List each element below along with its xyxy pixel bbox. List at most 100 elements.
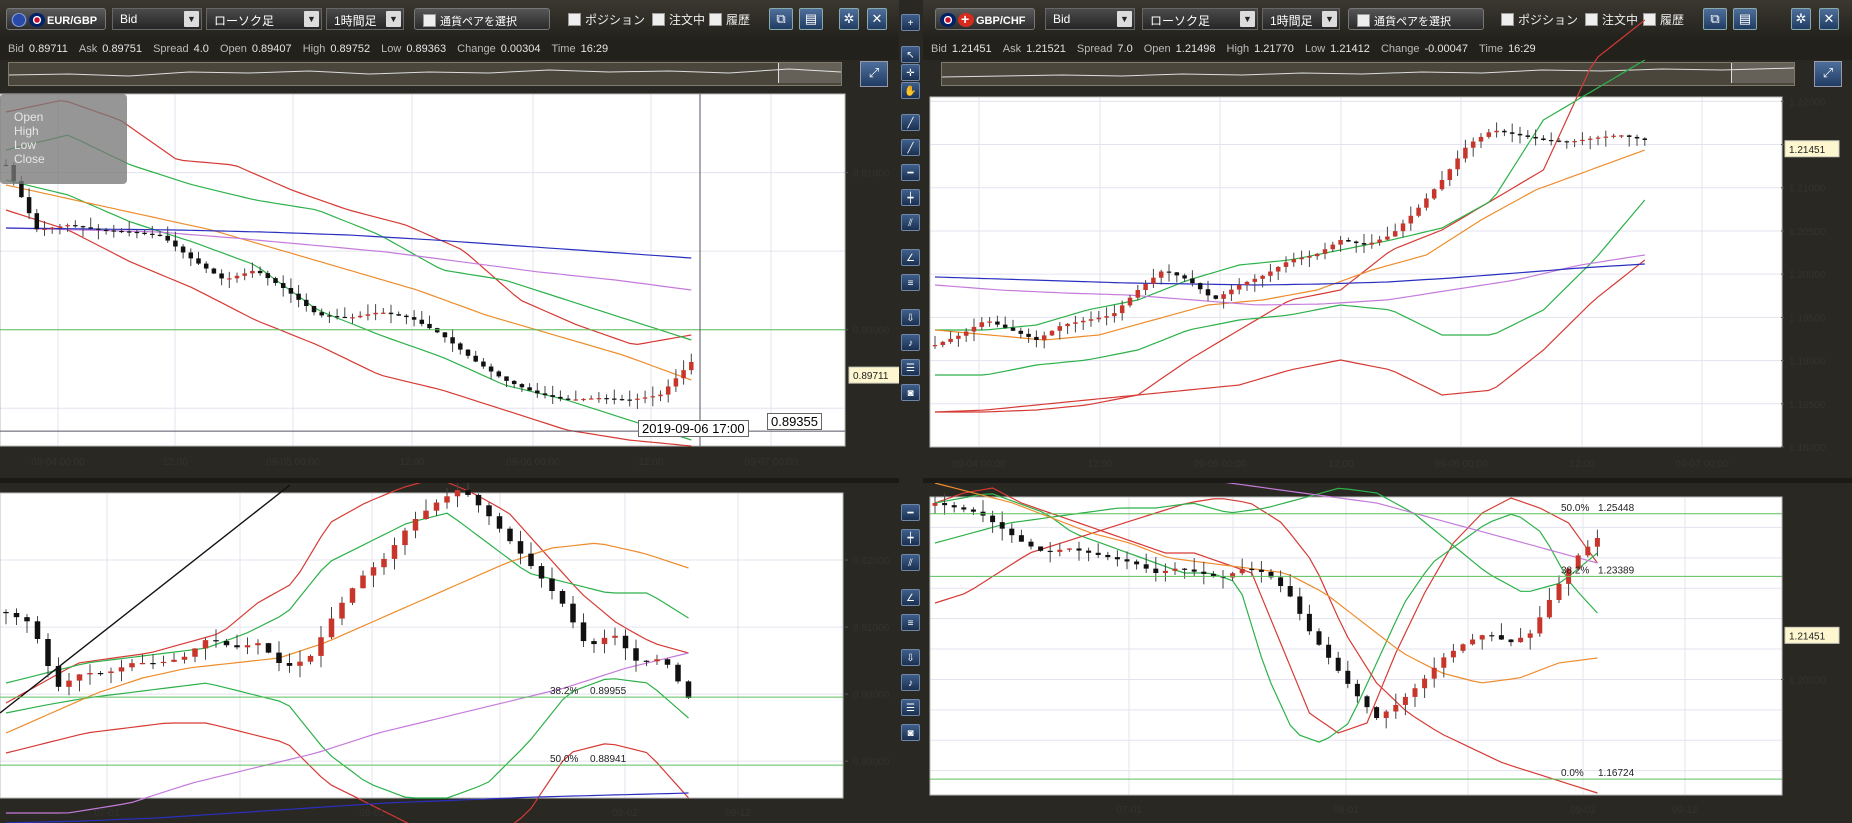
add-icon[interactable]: + — [901, 14, 920, 31]
bell-icon[interactable]: ♪ — [901, 674, 920, 691]
candle — [956, 335, 961, 339]
y-tick-label: 1.21000 — [1789, 184, 1826, 195]
crosshair-icon[interactable]: ✛ — [901, 64, 920, 81]
channel-icon[interactable]: ⫽ — [901, 554, 920, 571]
chart-area[interactable] — [930, 497, 1782, 795]
change-value: -0.00047 — [1424, 43, 1468, 55]
candle — [591, 641, 597, 645]
vertical-line-icon[interactable]: ┿ — [901, 529, 920, 546]
timeframe-select[interactable]: 1時間足 ▼ — [326, 8, 404, 30]
high-value: 0.89752 — [330, 43, 371, 55]
fan-icon[interactable]: ∠ — [901, 589, 920, 606]
vertical-line-icon[interactable]: ┿ — [901, 189, 920, 206]
timeframe-select[interactable]: 1時間足 ▼ — [1262, 8, 1340, 30]
candle — [49, 227, 55, 229]
chart-kind-select[interactable]: ローソク足 ▼ — [1142, 8, 1258, 30]
bell-icon[interactable]: ♪ — [901, 334, 920, 351]
horizontal-line-icon[interactable]: ━ — [901, 164, 920, 181]
candle — [203, 263, 209, 269]
fibonacci-icon[interactable]: ≡ — [901, 614, 920, 631]
candle — [535, 390, 540, 394]
camera-icon[interactable]: ◙ — [901, 384, 920, 401]
quote-bar: Bid 1.21451 Ask 1.21521 Spread 7.0 Open 1.21… — [923, 38, 1852, 60]
candle — [1431, 189, 1437, 199]
fibonacci-label: 50.0% — [550, 754, 578, 765]
select-pair-button[interactable]: 通貨ペアを選択 — [414, 8, 550, 30]
close-icon[interactable]: ✕ — [867, 8, 887, 30]
candle — [365, 314, 371, 316]
y-tick-label: 1.18500 — [1789, 400, 1826, 411]
ohlc-open-label: Open — [14, 110, 44, 124]
candle — [1229, 289, 1234, 295]
candle — [181, 656, 188, 660]
candle — [1049, 330, 1055, 336]
layout-icon[interactable]: ▤ — [1733, 8, 1757, 30]
price-type-select[interactable]: Bid ▼ — [112, 8, 202, 30]
orders-checkbox[interactable]: 注文中 — [652, 11, 705, 33]
bollinger-upper-inner — [935, 59, 1646, 331]
position-checkbox[interactable]: ポジション — [568, 11, 645, 33]
select-pair-button[interactable]: 通貨ペアを選択 — [1348, 8, 1484, 30]
zoom-reset-icon[interactable]: ⤢ — [1814, 61, 1842, 87]
download-icon[interactable]: ⇩ — [901, 649, 920, 666]
close-icon[interactable]: ✕ — [1819, 8, 1839, 30]
candle — [1572, 141, 1577, 143]
candle — [1626, 135, 1632, 137]
chart-area[interactable] — [0, 493, 843, 798]
window-icon[interactable]: ⧉ — [1703, 8, 1727, 30]
chart-svg: 1.220001.215001.210001.205001.200001.195… — [929, 19, 1840, 470]
navigator-handle[interactable] — [1731, 63, 1794, 83]
hand-icon[interactable]: ✋ — [901, 82, 920, 99]
gear-icon[interactable]: ✲ — [1791, 8, 1811, 30]
chart-area[interactable] — [0, 94, 845, 446]
candle — [1047, 550, 1053, 553]
orders-checkbox[interactable]: 注文中 — [1585, 11, 1638, 33]
chart-area[interactable] — [930, 97, 1782, 447]
candle — [280, 283, 286, 288]
line-tool-icon[interactable]: ╱ — [901, 114, 920, 131]
list-icon[interactable]: ☰ — [901, 699, 920, 716]
pair-button[interactable]: GBP/CHF — [935, 8, 1035, 30]
y-tick-label: 0.89000 — [853, 757, 890, 768]
candle — [1260, 275, 1265, 279]
candle — [1634, 136, 1640, 139]
navigator-strip[interactable] — [941, 62, 1795, 86]
candle — [404, 315, 409, 318]
camera-icon[interactable]: ◙ — [901, 724, 920, 741]
ask-value: 0.89751 — [102, 43, 143, 55]
navigator-handle[interactable] — [778, 63, 841, 83]
zoom-reset-icon[interactable]: ⤢ — [860, 61, 888, 87]
history-checkbox[interactable]: 履歴 — [709, 11, 750, 33]
fibonacci-icon[interactable]: ≡ — [901, 274, 920, 291]
candle — [1172, 568, 1178, 571]
candle — [604, 398, 609, 400]
chart-kind-select[interactable]: ローソク足 ▼ — [206, 8, 322, 30]
layout-icon[interactable]: ▤ — [799, 8, 823, 30]
y-tick-label: 0.90000 — [853, 326, 890, 337]
candle — [454, 490, 461, 497]
candle — [1057, 326, 1063, 331]
candle — [1460, 644, 1466, 651]
navigator-strip[interactable] — [8, 62, 842, 86]
horizontal-line-icon[interactable]: ━ — [901, 504, 920, 521]
bollinger-upper-outer — [5, 483, 689, 704]
candle — [1143, 564, 1149, 569]
list-icon[interactable]: ☰ — [901, 359, 920, 376]
gear-icon[interactable]: ✲ — [839, 8, 859, 30]
cursor-icon[interactable]: ↖ — [901, 46, 920, 63]
download-icon[interactable]: ⇩ — [901, 309, 920, 326]
price-type-select[interactable]: Bid ▼ — [1045, 8, 1135, 30]
candle — [619, 399, 625, 401]
position-checkbox[interactable]: ポジション — [1501, 11, 1578, 33]
fan-icon[interactable]: ∠ — [901, 249, 920, 266]
channel-icon[interactable]: ⫽ — [901, 214, 920, 231]
candle — [1326, 644, 1332, 658]
candle — [19, 181, 24, 198]
candle — [1486, 132, 1492, 137]
candle — [1249, 568, 1255, 571]
crosshair-time-tag: 2019-09-06 17:00 — [638, 420, 749, 437]
window-icon[interactable]: ⧉ — [769, 8, 793, 30]
pair-button[interactable]: EUR/GBP — [6, 8, 106, 30]
ray-tool-icon[interactable]: ╱ — [901, 139, 920, 156]
history-checkbox[interactable]: 履歴 — [1643, 11, 1684, 33]
